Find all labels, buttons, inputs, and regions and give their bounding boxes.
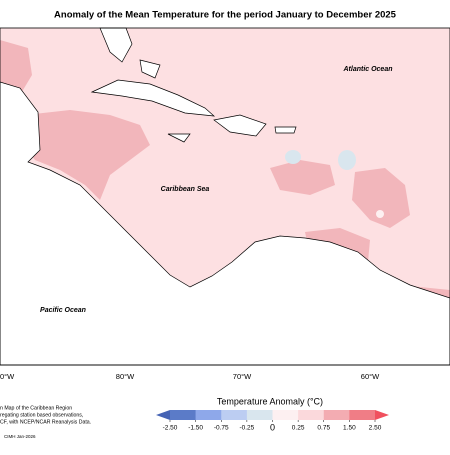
- legend-tick-label: -0.25: [239, 425, 254, 432]
- land: [167, 133, 191, 143]
- under-arrow: [156, 410, 170, 420]
- map: Atlantic Ocean Caribbean Sea Pacific Oce…: [0, 27, 450, 366]
- land: [90, 79, 216, 117]
- cool-spot: [285, 150, 301, 164]
- color-swatch: [349, 410, 376, 420]
- legend-title: Temperature Anomaly (°C): [217, 396, 323, 406]
- color-swatch: [221, 410, 248, 420]
- color-swatch: [272, 410, 299, 420]
- legend-tick-label: 0: [270, 422, 275, 432]
- longitude-label: 80°W: [116, 372, 135, 381]
- color-swatch: [323, 410, 350, 420]
- color-swatch: [195, 410, 222, 420]
- sea-label: Caribbean Sea: [161, 186, 210, 193]
- title: Anomaly of the Mean Temperature for the …: [54, 10, 397, 21]
- longitude-label: 90°W: [0, 372, 15, 381]
- legend-tick-label: 1.50: [343, 425, 356, 432]
- legend-tick-label: 0.75: [317, 425, 330, 432]
- legend-tick-label: -0.75: [214, 425, 229, 432]
- over-arrow: [375, 410, 389, 420]
- cool-spot: [338, 150, 356, 170]
- legend-tick-label: -2.50: [163, 425, 178, 432]
- credit-line: n Map of the Caribbean Region: [0, 405, 72, 411]
- color-swatch: [298, 410, 325, 420]
- color-swatch: [170, 410, 196, 420]
- ocean-label: Pacific Ocean: [40, 307, 86, 314]
- credit-line: CF, with NCEP/NCAR Reanalysis Data.: [0, 419, 91, 425]
- legend-tick-label: 0.25: [292, 425, 305, 432]
- longitude-label: 70°W: [233, 372, 252, 381]
- legend-tick-label: -1.50: [188, 425, 203, 432]
- longitude-label: 60°W: [361, 372, 380, 381]
- neutral-spot: [376, 210, 384, 218]
- anomaly-area: [352, 168, 410, 228]
- land: [274, 126, 297, 134]
- credit-line: regating station based observations,: [0, 412, 83, 418]
- land: [0, 81, 450, 366]
- land: [213, 114, 267, 137]
- credit-line: CIMH Jan-2026: [4, 434, 36, 439]
- legend-tick-label: 2.50: [369, 425, 382, 432]
- ocean-label: Atlantic Ocean: [342, 66, 392, 73]
- anomaly-area: [20, 110, 150, 200]
- anomaly-area: [270, 160, 335, 195]
- land: [139, 59, 161, 79]
- color-swatch: [246, 410, 273, 420]
- map-frame: [0, 27, 450, 366]
